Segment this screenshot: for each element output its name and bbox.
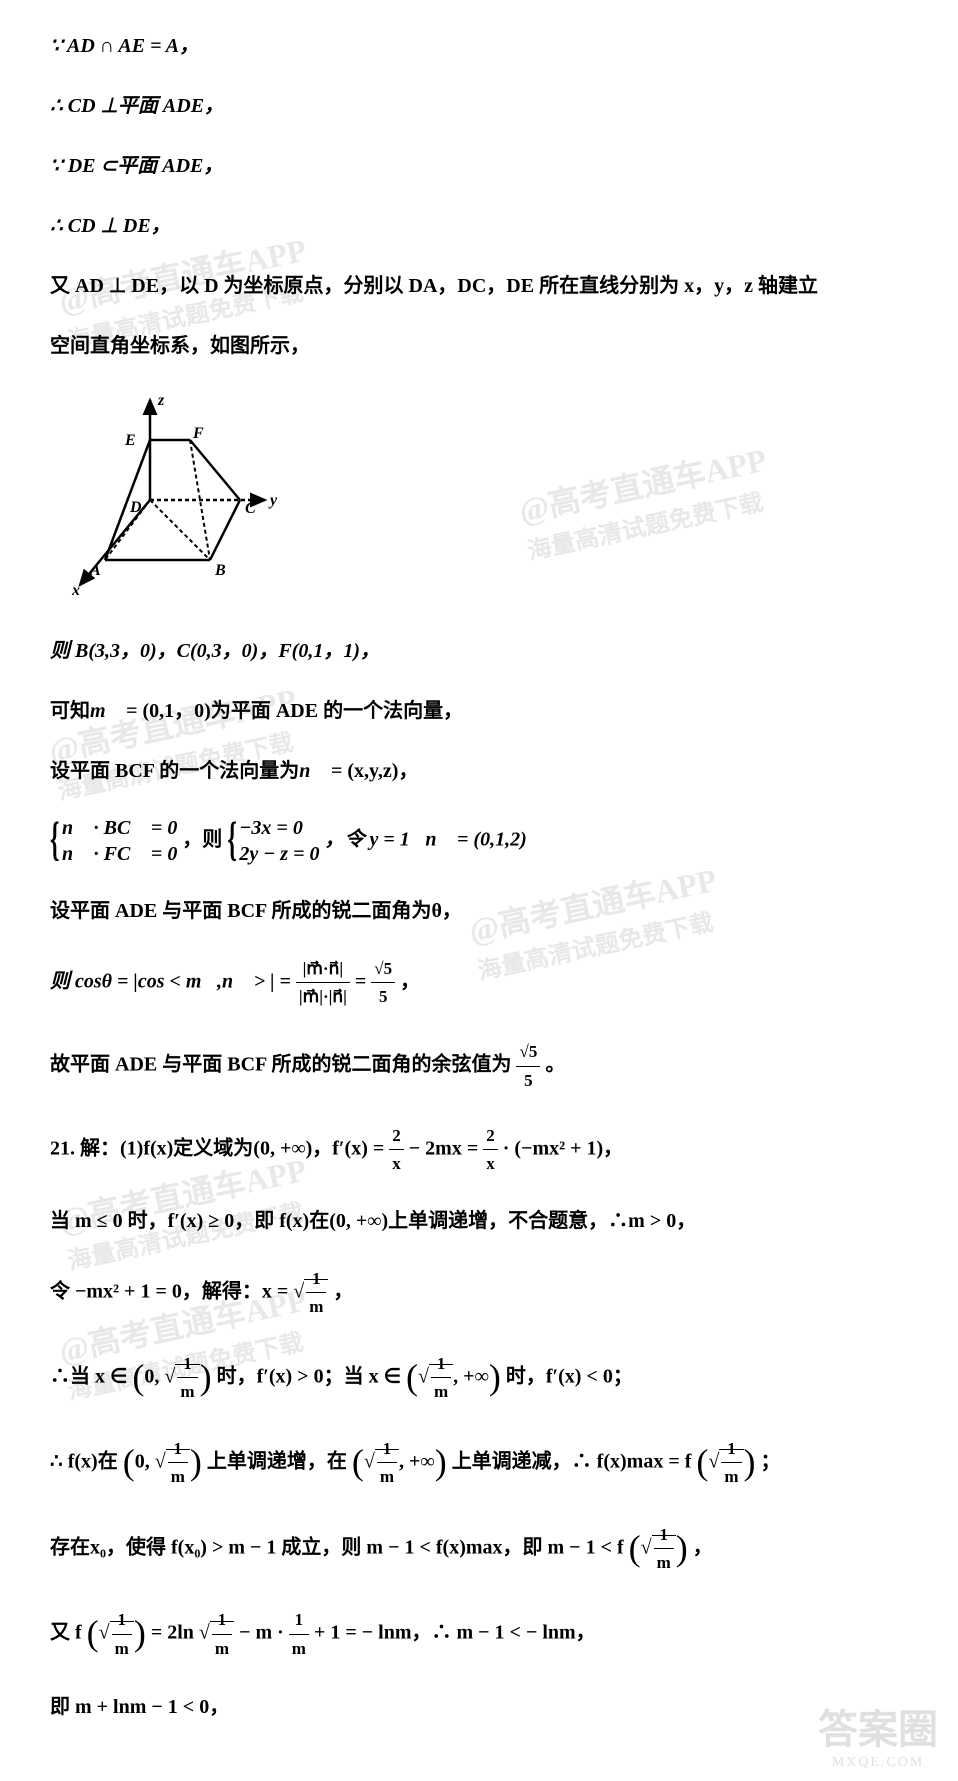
math-line: ∴当 x ∈ (0, √1m) 时，f′(x) > 0；当 x ∈ (√1m, …	[50, 1349, 908, 1407]
svg-text:A: A	[89, 562, 101, 579]
math-line: ∴ f(x)在 (0, √1m) 上单调递增，在 (√1m, +∞) 上单调递减…	[50, 1434, 908, 1492]
svg-text:F: F	[192, 425, 204, 442]
math-line: 可知m⃗ = (0,1，0)为平面 ADE 的一个法向量，	[50, 695, 908, 727]
math-line: n⃗ · BC⃗ = 0 n⃗ · FC⃗ = 0 ，则 −3x = 0 2y …	[50, 815, 908, 867]
math-line: ∴ CD ⊥ DE，	[50, 210, 908, 242]
math-line: ∵ AD ∩ AE = A，	[50, 30, 908, 62]
svg-text:x: x	[71, 582, 80, 599]
math-line: ∵ DE ⊂平面 ADE，	[50, 150, 908, 182]
math-line: 存在x₀，使得 f(x₀) > m − 1 成立，则 m − 1 < f(x)m…	[50, 1520, 908, 1578]
svg-text:y: y	[268, 492, 278, 509]
geometry-diagram: z E F D C y A x B	[50, 390, 908, 605]
math-line: 则 cosθ = |cos < m⃗,n⃗ > | = |m⃗·n⃗||m⃗|·…	[50, 955, 908, 1010]
math-line: 则 B(3,3，0)，C(0,3，0)，F(0,1，1)，	[50, 635, 908, 667]
math-line: 设平面 BCF 的一个法向量为n⃗ = (x,y,z)，	[50, 755, 908, 787]
math-line: 令 −mx² + 1 = 0，解得：x = √1m ，	[50, 1265, 908, 1320]
text-line: 空间直角坐标系，如图所示，	[50, 330, 908, 362]
svg-text:C: C	[245, 500, 256, 517]
text-line: 故平面 ADE 与平面 BCF 所成的锐二面角的余弦值为 √55 。	[50, 1038, 908, 1093]
math-line: 又 f (√1m) = 2ln √1m − m · 1m + 1 = − lnm…	[50, 1605, 908, 1663]
text-line: 又 AD ⊥ DE，以 D 为坐标原点，分别以 DA，DC，DE 所在直线分别为…	[50, 270, 908, 302]
math-line: 21. 解：(1)f(x)定义域为(0, +∞)，f′(x) = 2x − 2m…	[50, 1122, 908, 1177]
diagram-svg: z E F D C y A x B	[50, 390, 280, 600]
svg-text:D: D	[129, 499, 142, 516]
svg-text:E: E	[124, 432, 136, 449]
svg-text:z: z	[157, 392, 165, 409]
svg-text:B: B	[214, 562, 226, 579]
math-line: ∴ CD ⊥平面 ADE，	[50, 90, 908, 122]
text-line: 设平面 ADE 与平面 BCF 所成的锐二面角为θ，	[50, 895, 908, 927]
math-line: 当 m ≤ 0 时，f′(x) ≥ 0，即 f(x)在(0, +∞)上单调递增，…	[50, 1205, 908, 1237]
math-line: 即 m + lnm − 1 < 0，	[50, 1691, 908, 1723]
